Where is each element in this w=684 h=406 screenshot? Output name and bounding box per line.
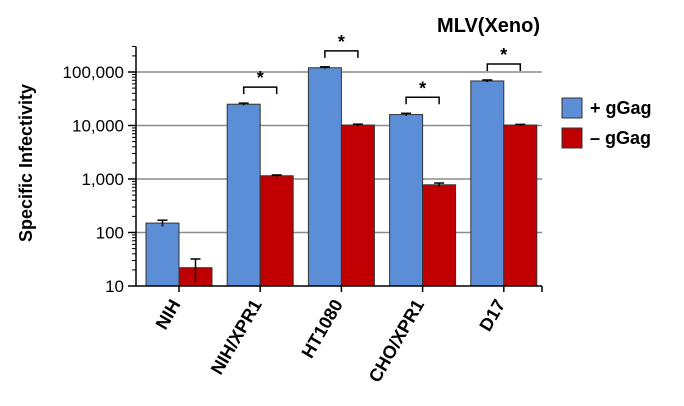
significance-markers: * * * * [242,32,522,105]
significance-star: * [419,78,426,98]
significance-bracket [486,63,522,71]
significance-bracket [324,50,359,58]
y-tick-label: 1,000 [81,170,124,189]
y-tick-label: 100 [96,224,124,243]
x-tick-label: HT1080 [298,296,347,361]
bar [503,124,538,287]
bar [145,222,180,287]
x-tick-label: NIH/XPR1 [207,296,266,378]
significance-star: * [338,32,345,52]
bar [389,114,424,287]
y-axis-label: Specific Infectivity [16,84,36,242]
legend-label: + gGag [590,98,652,118]
significance-bracket [405,96,440,105]
legend-label: – gGag [590,128,651,148]
x-tick-label: D17 [475,296,509,335]
x-tick-label: CHO/XPR1 [365,296,428,386]
y-tick-label: 10 [105,277,124,296]
legend-swatch [561,127,583,149]
y-tick-label: 100,000 [63,63,124,82]
axes: 10 100 1,000 10,000 100,000 NIH NIH/XPR1 HT1080… [63,45,543,386]
bar [307,67,342,287]
x-tick-label: NIH [152,296,185,333]
bar [340,124,375,287]
bar [470,80,505,287]
significance-star: * [500,45,507,65]
bar [422,184,457,287]
y-tick-label: 10,000 [72,117,124,136]
bars [145,66,538,287]
significance-bracket [242,86,278,95]
bar [226,103,261,287]
bar [259,175,294,287]
significance-star: * [257,68,264,88]
chart-title: MLV(Xeno) [437,15,540,37]
legend-swatch [561,97,583,119]
legend: + gGag – gGag [561,97,652,149]
